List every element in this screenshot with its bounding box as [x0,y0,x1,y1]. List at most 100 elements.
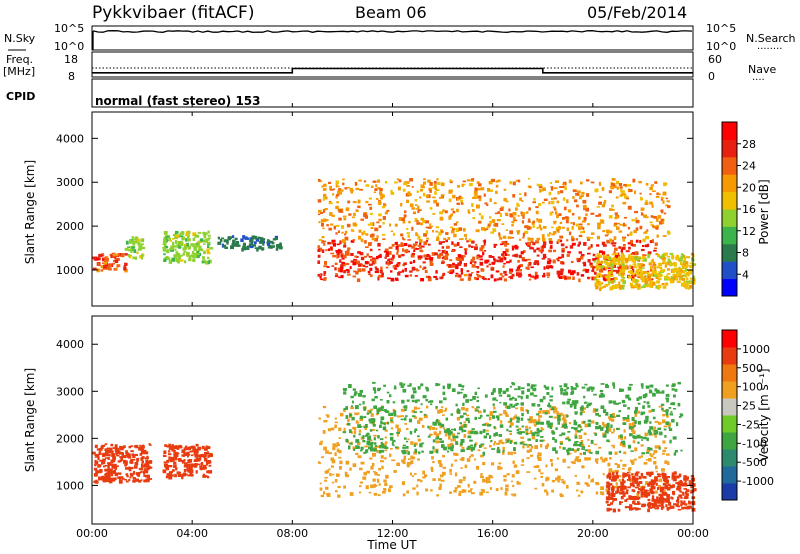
range-cell [100,477,103,481]
range-cell [471,264,476,268]
range-cell [442,385,445,390]
x-tick-label: 00:00 [677,527,709,540]
range-cell [671,486,674,489]
range-cell [613,236,617,241]
range-cell [108,447,112,452]
range-cell [642,503,646,508]
range-cell [513,464,518,468]
range-cell [319,442,323,446]
range-cell [640,472,644,476]
range-cell [606,263,610,267]
range-cell [614,469,619,473]
range-cell [561,432,566,436]
range-cell [525,428,529,431]
range-cell [114,472,118,477]
range-cell [415,232,418,237]
range-cell [595,279,600,283]
range-cell [683,264,688,269]
range-cell [583,268,587,271]
range-cell [664,435,667,438]
range-cell [432,213,436,215]
range-cell [503,410,506,414]
range-cell [190,469,194,474]
range-cell [328,181,332,184]
range-cell [548,266,553,268]
range-cell [530,275,534,278]
range-cell [358,403,362,406]
range-cell [644,281,649,285]
range-cell [235,243,239,247]
range-cell [650,502,654,506]
range-cell [640,264,643,268]
range-cell [600,265,604,269]
range-cell [440,425,445,428]
range-cell [678,473,682,478]
range-cell [204,239,207,242]
range-cell [141,253,144,258]
range-cell [447,271,451,273]
range-cell [678,278,682,281]
range-cell [645,385,650,389]
range-cell [444,210,448,214]
range-cell [107,465,110,469]
range-cell [654,181,658,184]
range-cell [163,450,167,455]
range-cell [519,264,523,267]
range-cell [118,479,123,484]
range-cell [640,248,645,252]
range-cell [498,440,502,444]
range-cell [392,444,395,447]
range-cell [570,260,574,263]
range-cell [480,276,483,278]
range-cell [594,458,598,463]
range-cell [329,212,333,216]
colorbar-swatch [722,156,737,175]
range-cell [440,440,444,443]
range-cell [586,405,589,409]
range-cell [637,262,640,265]
range-cell [575,223,579,227]
range-cell [378,467,381,471]
range-cell [611,253,615,256]
range-cell [660,218,664,222]
range-cell [335,180,339,185]
range-cell [368,255,373,258]
range-cell [686,264,690,267]
range-cell [611,489,614,492]
range-cell [608,190,613,194]
range-cell [651,498,655,502]
range-cell [138,245,143,248]
range-cell [620,496,624,500]
range-cell [509,268,514,273]
range-cell [376,255,379,260]
range-cell [125,473,129,476]
range-cell [605,383,608,387]
range-cell [379,191,382,195]
range-cell [666,409,669,412]
range-cell [518,427,522,431]
range-cell [615,402,620,405]
range-cell [648,458,652,462]
range-cell [676,280,681,283]
range-cell [650,260,653,264]
range-cell [163,461,167,464]
range-cell [186,464,190,468]
range-cell [661,390,665,394]
range-cell [638,396,642,400]
range-cell [204,447,207,451]
range-cell [441,444,445,448]
range-cell [617,508,621,512]
range-cell [146,474,150,479]
range-cell [604,278,608,282]
range-cell [134,236,138,240]
range-cell [689,264,693,269]
range-cell [536,262,540,266]
range-cell [649,280,654,283]
nave-legend-dots: .... [752,72,765,83]
range-cell [453,223,458,226]
range-cell [431,456,434,460]
range-cell [480,245,485,249]
range-cell [622,463,627,467]
range-cell [208,237,211,239]
range-cell [320,212,323,214]
